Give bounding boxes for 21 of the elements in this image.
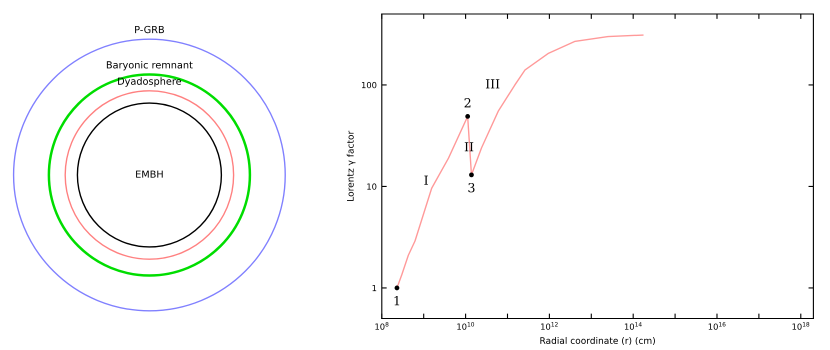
y-tick-label: 1: [372, 285, 376, 292]
x-tick-label: 10$^{12}$: [541, 322, 558, 330]
annotation: 2: [464, 98, 470, 108]
x-tick-label: 10$^{10}$: [457, 322, 474, 330]
annotation: II: [464, 142, 474, 152]
annotation: 1: [394, 296, 400, 306]
y-tick-label: 10: [367, 183, 376, 190]
y-tick-label: 100: [362, 82, 376, 88]
text: P-GRB: [135, 26, 164, 34]
y-axis-title: Lorentz γ factor: [346, 130, 356, 201]
text: EMBH: [136, 170, 163, 178]
x-tick-label: 10$^{14}$: [624, 322, 642, 330]
text: Dyadosphere: [118, 77, 182, 87]
x-tick-label: 10$^{18}$: [792, 322, 810, 330]
annotation: III: [486, 79, 500, 88]
annotation: I: [424, 176, 428, 185]
x-tick-label: 10$^{16}$: [708, 322, 726, 330]
x-tick-label: 10$^{8}$: [375, 322, 388, 330]
annotation: 3: [468, 182, 475, 192]
x-axis-title: Radial coordinate (r) (cm): [540, 336, 655, 346]
text: Baryonic remnant: [106, 61, 193, 70]
